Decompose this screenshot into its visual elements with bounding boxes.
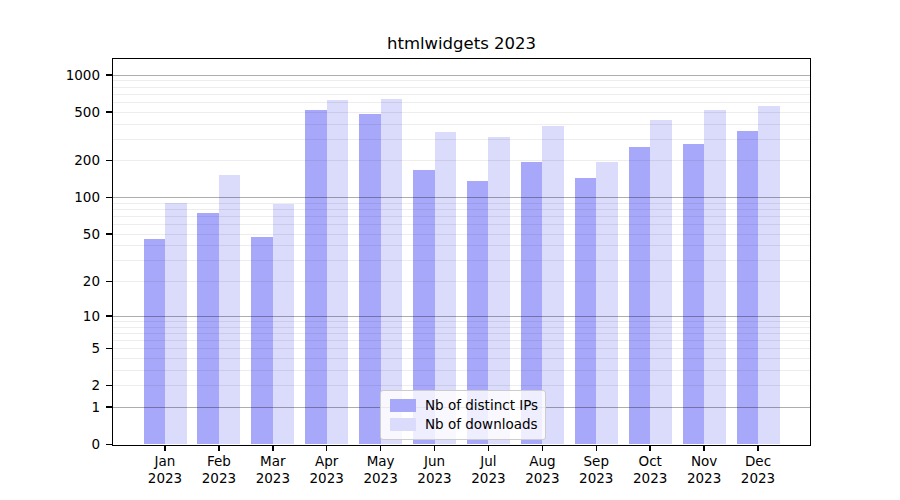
x-tick-mark [649,446,650,451]
x-tick-mark [703,446,704,451]
x-tick-month: Nov [676,453,732,470]
x-tick-year: 2023 [676,470,732,487]
x-tick-label: Apr2023 [299,453,355,486]
x-tick-year: 2023 [137,470,193,487]
legend-label: Nb of downloads [425,415,538,434]
y-tick-mark [106,197,112,198]
y-tick-mark [106,348,112,349]
x-tick-label: Jun2023 [407,453,463,486]
x-tick-month: Jan [137,453,193,470]
x-tick-month: Apr [299,453,355,470]
y-tick-mark [106,111,112,112]
y-tick-label: 500 [54,103,100,121]
x-tick-month: Jul [460,453,516,470]
y-tick-label: 100 [54,188,100,206]
legend-swatch [390,399,416,412]
x-tick-year: 2023 [514,470,570,487]
x-tick-month: Sep [568,453,624,470]
y-tick-label: 20 [54,272,100,290]
x-tick-label: Nov2023 [676,453,732,486]
x-tick-mark [326,446,327,451]
x-tick-mark [164,446,165,451]
x-tick-label: Dec2023 [730,453,786,486]
y-tick-mark [106,385,112,386]
y-tick-mark [106,315,112,316]
x-tick-mark [434,446,435,451]
y-tick-mark [106,74,112,75]
x-tick-mark [380,446,381,451]
x-tick-year: 2023 [407,470,463,487]
y-tick-label: 50 [54,225,100,243]
y-tick-label: 2 [54,376,100,394]
x-tick-label: Sep2023 [568,453,624,486]
y-tick-label: 1 [54,398,100,416]
legend-label: Nb of distinct IPs [425,396,538,415]
x-tick-month: Jun [407,453,463,470]
x-tick-mark [272,446,273,451]
x-tick-label: Mar2023 [245,453,301,486]
y-tick-label: 1000 [54,66,100,84]
x-tick-year: 2023 [353,470,409,487]
x-tick-mark [542,446,543,451]
x-tick-year: 2023 [622,470,678,487]
x-tick-month: Feb [191,453,247,470]
x-tick-year: 2023 [245,470,301,487]
y-tick-mark [106,281,112,282]
figure: htmlwidgets 2023 01251020501002005001000… [0,0,900,500]
x-tick-label: Aug2023 [514,453,570,486]
y-tick-label: 0 [54,435,100,453]
x-tick-label: Jan2023 [137,453,193,486]
y-tick-label: 10 [54,307,100,325]
x-tick-month: Oct [622,453,678,470]
y-tick-mark [106,160,112,161]
legend-item: Nb of downloads [390,415,536,434]
x-tick-year: 2023 [191,470,247,487]
x-tick-year: 2023 [460,470,516,487]
x-tick-year: 2023 [730,470,786,487]
x-tick-mark [218,446,219,451]
x-tick-year: 2023 [568,470,624,487]
x-tick-month: Aug [514,453,570,470]
y-tick-mark [106,406,112,407]
y-tick-label: 5 [54,339,100,357]
x-tick-month: Mar [245,453,301,470]
x-tick-month: Dec [730,453,786,470]
legend-swatch [390,418,416,431]
y-tick-label: 200 [54,151,100,169]
x-tick-label: Jul2023 [460,453,516,486]
x-tick-mark [596,446,597,451]
legend-item: Nb of distinct IPs [390,396,536,415]
x-tick-label: Oct2023 [622,453,678,486]
x-tick-year: 2023 [299,470,355,487]
x-tick-month: May [353,453,409,470]
y-tick-mark [106,444,112,445]
x-tick-mark [757,446,758,451]
legend: Nb of distinct IPsNb of downloads [380,390,546,440]
y-tick-mark [106,233,112,234]
x-tick-label: Feb2023 [191,453,247,486]
x-tick-label: May2023 [353,453,409,486]
x-tick-mark [488,446,489,451]
